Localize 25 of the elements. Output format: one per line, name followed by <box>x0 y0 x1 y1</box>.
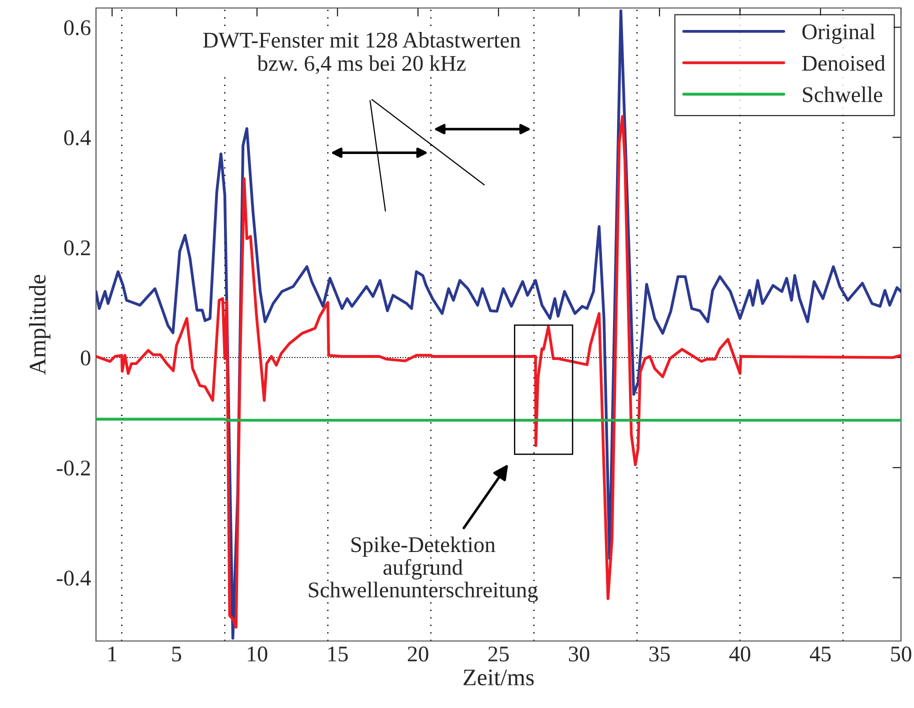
y-tick-label: 0.4 <box>64 130 91 146</box>
y-tick-label: -0.4 <box>56 570 91 586</box>
x-tick-label: 30 <box>568 646 590 662</box>
legend-label: Denoised <box>802 55 886 71</box>
y-tick-label: -0.2 <box>56 460 90 476</box>
y-tick-label: 0 <box>80 350 90 366</box>
x-tick-label: 15 <box>328 646 348 662</box>
y-tick-label: 0.6 <box>64 20 90 36</box>
x-tick-label: 10 <box>248 646 268 662</box>
x-tick-label: 5 <box>172 646 182 662</box>
legend-label: Original <box>802 24 876 44</box>
x-tick-label: 40 <box>729 646 750 662</box>
y-tick-label: 0.2 <box>64 240 90 256</box>
annotation: Spike-Detektion aufgrund Schwellenunterschreitung <box>308 536 538 602</box>
y-axis-title: Amplitude <box>28 274 50 375</box>
x-tick-label: 50 <box>891 646 912 662</box>
x-tick-label: 25 <box>488 646 509 662</box>
x-tick-label: 45 <box>810 646 831 662</box>
x-tick-label: 1 <box>108 646 116 662</box>
line-series <box>96 115 901 629</box>
x-tick-label: 35 <box>649 646 670 662</box>
x-axis-title: Zeit/ms <box>464 670 534 686</box>
x-tick-label: 20 <box>408 646 428 662</box>
legend-label: Schwelle <box>802 86 882 102</box>
annotation: DWT-Fenster mit 128 Abtastwerten bzw. 6,4 ms bei 20 kHz <box>203 32 520 74</box>
